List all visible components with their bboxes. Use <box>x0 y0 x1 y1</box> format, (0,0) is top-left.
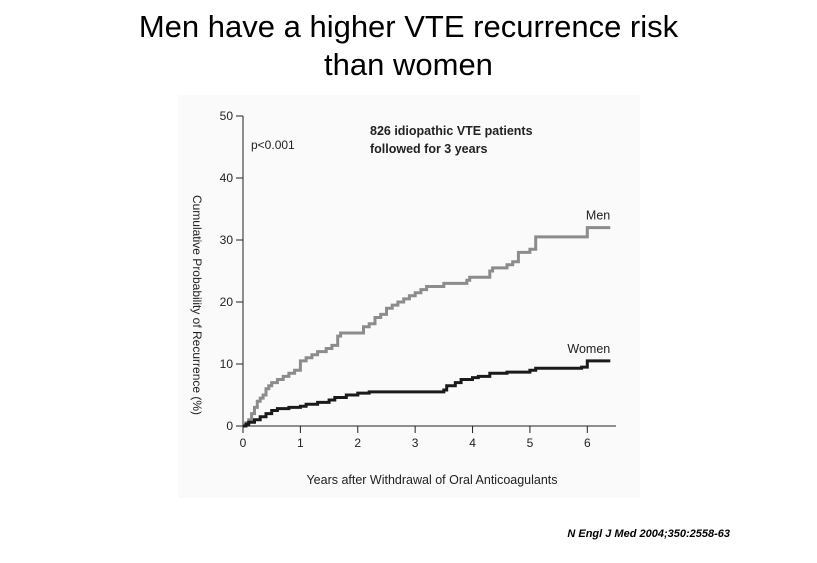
y-tick-label: 30 <box>220 233 234 247</box>
x-tick-label: 6 <box>584 436 591 450</box>
series-label-women: Women <box>567 342 610 356</box>
recurrence-chart: 0 10 20 30 40 50 0 1 2 3 4 5 6 Men Women p<0.001 826 … <box>190 109 616 487</box>
y-tick-label: 10 <box>220 357 234 371</box>
slide-title-line2: than women <box>324 47 493 82</box>
figure-panel: 0 10 20 30 40 50 0 1 2 3 4 5 6 Men Women p<0.001 826 … <box>178 95 640 498</box>
axes-layer: 0 10 20 30 40 50 0 1 2 3 4 5 6 <box>220 109 616 450</box>
series-line-men <box>243 226 611 428</box>
slide-title: Men have a higher VTE recurrence risk th… <box>40 8 777 84</box>
citation: N Engl J Med 2004;350:2558-63 <box>567 528 730 540</box>
y-axis-label: Cumulative Probability of Recurrence (%) <box>190 195 204 415</box>
x-tick-label: 2 <box>354 436 361 450</box>
cohort-note-line1: 826 idiopathic VTE patients <box>370 124 533 138</box>
x-axis-label: Years after Withdrawal of Oral Anticoagu… <box>306 473 557 487</box>
y-tick-label: 50 <box>220 109 234 123</box>
cohort-note-line2: followed for 3 years <box>370 142 487 156</box>
x-tick-label: 4 <box>469 436 476 450</box>
x-tick-label: 3 <box>412 436 419 450</box>
series-line-women <box>243 359 611 428</box>
y-tick-label: 20 <box>220 295 234 309</box>
y-tick-label: 0 <box>226 419 233 433</box>
series-layer: Men Women <box>243 209 611 428</box>
x-tick-label: 0 <box>240 436 247 450</box>
p-value-annotation: p<0.001 <box>251 138 295 152</box>
y-tick-label: 40 <box>220 171 234 185</box>
slide-title-line1: Men have a higher VTE recurrence risk <box>138 9 679 44</box>
x-tick-label: 1 <box>297 436 304 450</box>
x-tick-label: 5 <box>527 436 534 450</box>
series-label-men: Men <box>586 209 610 223</box>
